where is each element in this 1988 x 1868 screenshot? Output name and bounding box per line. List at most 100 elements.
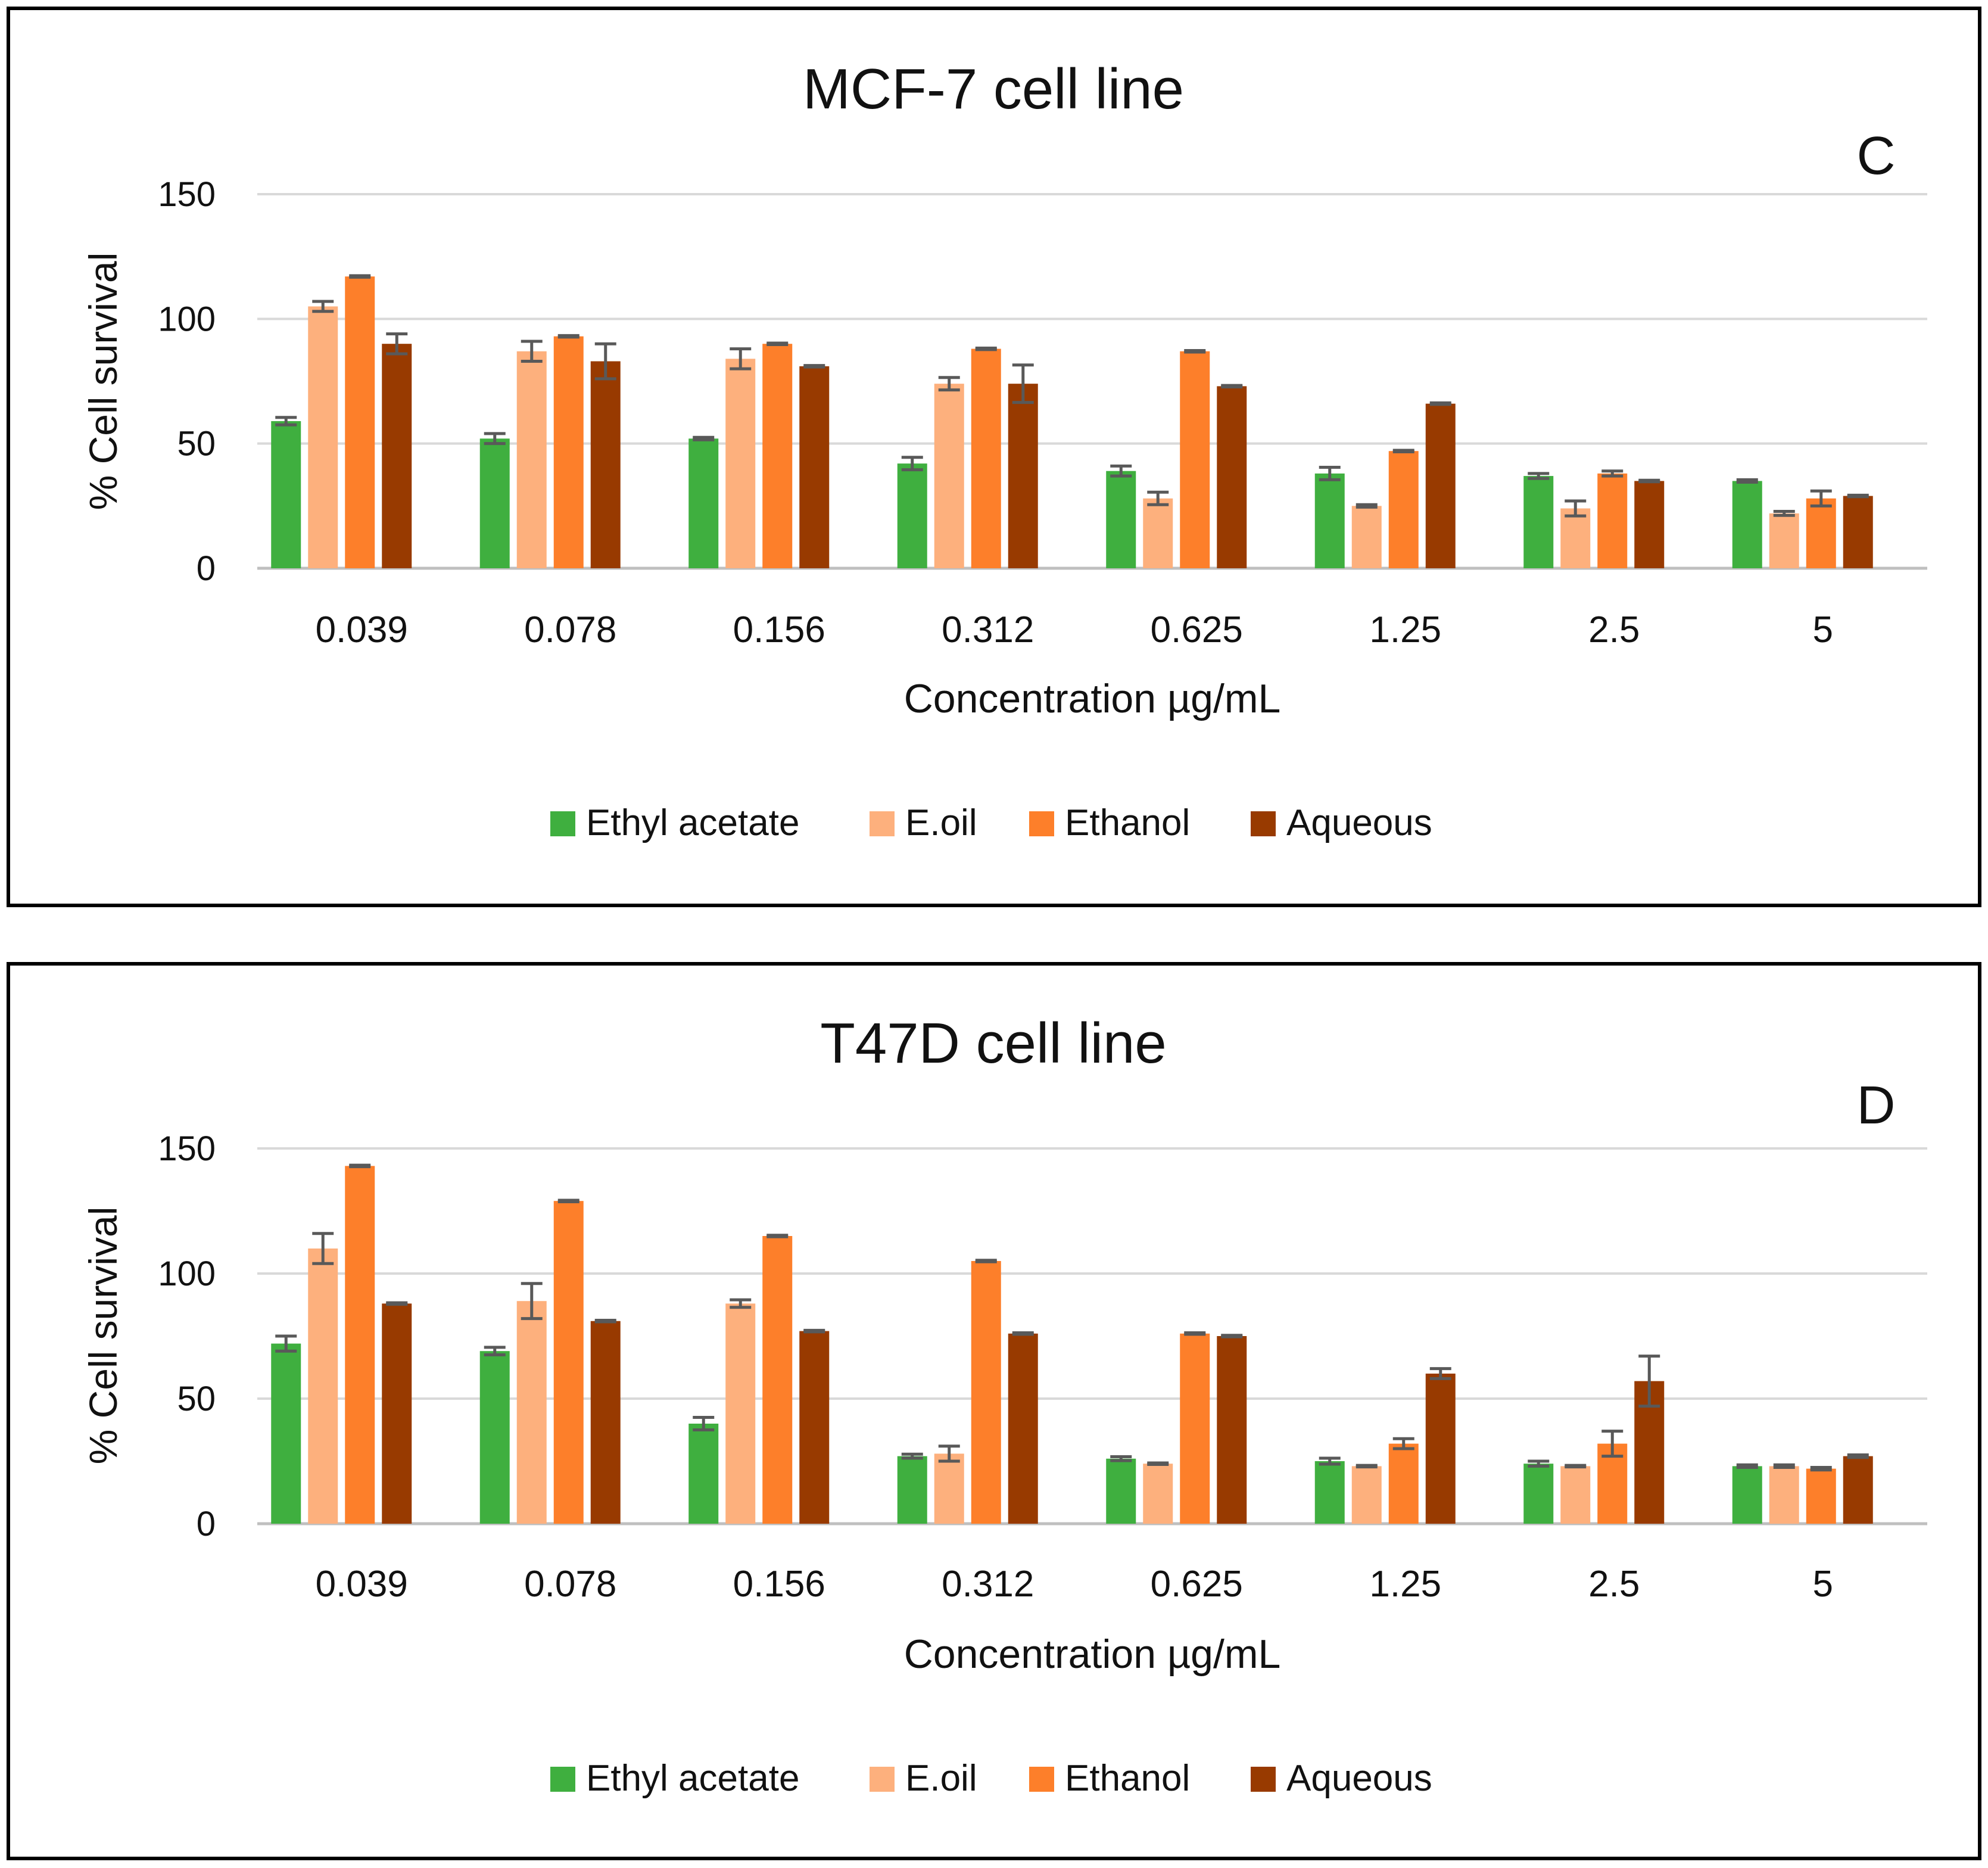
- bar: [1217, 386, 1247, 568]
- bar: [382, 1303, 412, 1524]
- bar: [553, 1201, 584, 1524]
- y-tick-label: 150: [158, 175, 216, 214]
- bar: [1843, 1456, 1873, 1524]
- y-axis-label: % Cell survival: [81, 253, 125, 510]
- bar: [1732, 1466, 1762, 1524]
- bar: [1597, 473, 1628, 568]
- bar: [479, 438, 510, 568]
- bar: [1843, 496, 1873, 568]
- bar: [1008, 1333, 1038, 1524]
- bar: [1806, 498, 1836, 568]
- bar: [897, 1456, 927, 1524]
- bar: [1388, 1443, 1419, 1524]
- y-tick-label: 0: [197, 549, 216, 588]
- bar: [590, 1321, 621, 1524]
- bar: [553, 336, 584, 568]
- bar: [1425, 403, 1456, 568]
- y-tick-label: 150: [158, 1129, 216, 1168]
- bar: [1425, 1374, 1456, 1524]
- bar: [725, 1303, 756, 1524]
- legend-swatch: [550, 1767, 575, 1792]
- x-tick-label: 0.039: [316, 609, 408, 650]
- bar: [1560, 508, 1591, 568]
- x-tick-label: 2.5: [1588, 609, 1640, 650]
- bar: [1314, 473, 1345, 568]
- bar: [516, 1301, 547, 1524]
- legend-swatch: [550, 811, 575, 836]
- bar: [897, 463, 927, 568]
- bar: [1143, 1464, 1173, 1524]
- legend-label: Ethanol: [1065, 802, 1190, 843]
- bar: [725, 359, 756, 568]
- bar: [688, 438, 719, 568]
- legend-label: Ethyl acetate: [586, 1758, 799, 1799]
- chart-title: MCF-7 cell line: [803, 57, 1184, 121]
- bar: [762, 344, 793, 568]
- y-tick-label: 50: [177, 425, 216, 463]
- panel-frame: [7, 7, 1981, 907]
- legend-label: Aqueous: [1286, 1758, 1432, 1799]
- bar: [1769, 513, 1799, 568]
- x-tick-label: 0.039: [316, 1564, 408, 1605]
- bar: [1523, 476, 1554, 568]
- bar: [1351, 506, 1382, 568]
- legend-swatch: [1251, 1767, 1276, 1792]
- bar: [799, 366, 830, 568]
- bar: [1634, 481, 1665, 568]
- x-tick-label: 5: [1813, 609, 1833, 650]
- x-tick-label: 2.5: [1588, 1564, 1640, 1605]
- bar: [934, 1453, 964, 1524]
- x-tick-label: 0.156: [733, 1564, 825, 1605]
- legend-label: E.oil: [905, 1758, 977, 1799]
- y-tick-label: 0: [197, 1505, 216, 1543]
- legend-swatch: [1029, 811, 1054, 836]
- bar: [1388, 451, 1419, 568]
- legend-swatch: [1251, 811, 1276, 836]
- bar: [799, 1331, 830, 1524]
- x-tick-label: 5: [1813, 1564, 1833, 1605]
- legend-label: Ethanol: [1065, 1758, 1190, 1799]
- bar: [271, 1343, 301, 1524]
- y-axis-label: % Cell survival: [81, 1207, 125, 1465]
- bar: [1806, 1468, 1836, 1524]
- bar: [479, 1351, 510, 1524]
- bar: [971, 1261, 1001, 1524]
- y-tick-label: 50: [177, 1380, 216, 1418]
- legend-label: E.oil: [905, 802, 977, 843]
- bar: [1106, 1458, 1136, 1524]
- bar: [308, 306, 338, 568]
- legend-swatch: [1029, 1767, 1054, 1792]
- bar: [308, 1249, 338, 1524]
- chart-title: T47D cell line: [820, 1011, 1167, 1075]
- panel-frame: [7, 962, 1981, 1860]
- legend-label: Aqueous: [1286, 802, 1432, 843]
- x-tick-label: 0.312: [942, 1564, 1034, 1605]
- bar: [688, 1424, 719, 1524]
- bar: [1560, 1466, 1591, 1524]
- x-tick-label: 0.625: [1151, 1564, 1243, 1605]
- bar: [271, 421, 301, 568]
- x-tick-label: 1.25: [1369, 1564, 1441, 1605]
- bar: [1180, 351, 1210, 568]
- x-tick-label: 0.625: [1151, 609, 1243, 650]
- bar: [345, 1166, 375, 1524]
- bar: [971, 348, 1001, 568]
- x-tick-label: 0.312: [942, 609, 1034, 650]
- bar: [516, 351, 547, 568]
- panel-mcf7: MCF-7 cell line C 0 50 100 150 % Cell survival…: [7, 7, 1981, 907]
- bar: [1314, 1461, 1345, 1524]
- panel-label: D: [1857, 1076, 1896, 1135]
- y-tick-label: 100: [158, 300, 216, 338]
- legend-swatch: [870, 811, 895, 836]
- legend-label: Ethyl acetate: [586, 802, 799, 843]
- bar: [1351, 1466, 1382, 1524]
- bar: [1008, 384, 1038, 568]
- bar: [1143, 498, 1173, 568]
- bar: [345, 276, 375, 568]
- x-tick-label: 0.156: [733, 609, 825, 650]
- bar: [1217, 1336, 1247, 1524]
- bar: [1732, 481, 1762, 568]
- x-tick-label: 1.25: [1369, 609, 1441, 650]
- panel-label: C: [1857, 126, 1896, 186]
